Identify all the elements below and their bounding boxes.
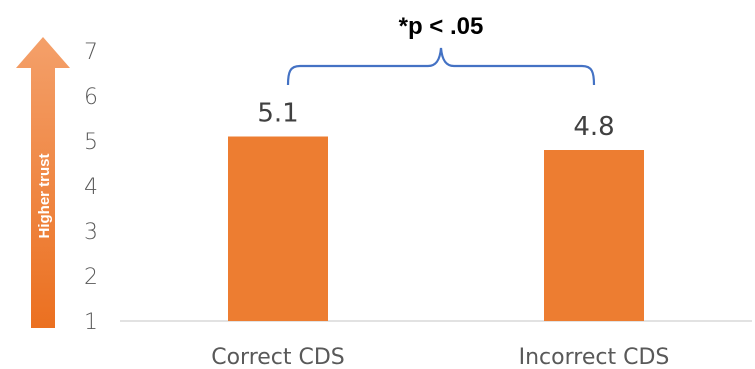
y-tick-label: 3 [84, 220, 98, 245]
arrow-label: Higher trust [36, 153, 53, 238]
category-labels: Correct CDS Incorrect CDS [211, 345, 669, 369]
y-tick-label: 1 [84, 310, 98, 335]
category-label: Correct CDS [211, 345, 345, 369]
y-axis-ticks: 1 2 3 4 5 6 7 [84, 40, 98, 335]
significance-bracket: *p < .05 [286, 13, 596, 86]
bracket-path [286, 47, 596, 86]
y-tick-label: 4 [84, 175, 98, 200]
bar [544, 150, 644, 321]
y-tick-label: 6 [84, 85, 98, 110]
y-tick-label: 7 [84, 40, 98, 65]
bar-data-label: 5.1 [257, 99, 298, 129]
category-label: Incorrect CDS [519, 345, 670, 369]
data-labels: 5.1 4.8 [257, 99, 614, 143]
significance-label: *p < .05 [399, 13, 484, 40]
higher-trust-arrow: Higher trust [16, 37, 70, 328]
bar-data-label: 4.8 [573, 112, 614, 142]
bar-series [228, 136, 644, 321]
bar [228, 136, 328, 321]
y-tick-label: 5 [84, 130, 98, 155]
y-tick-label: 2 [84, 265, 98, 290]
arrow-shape [16, 37, 70, 328]
